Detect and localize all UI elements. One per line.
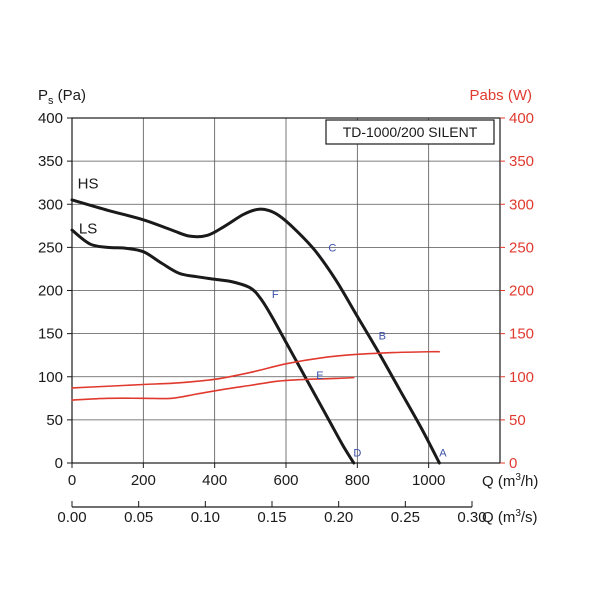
curve-labels: HS LS <box>78 176 99 238</box>
secondary-x-axis-title-rest: /s) <box>521 509 538 526</box>
right-axis-ticks: 0 50 100 150 200 250 300 350 400 <box>500 110 534 472</box>
power-curve-2 <box>71 350 441 389</box>
right-tick-label: 100 <box>509 369 534 386</box>
secondary-tick-label: 0.05 <box>124 509 153 526</box>
ls-pressure-curve <box>70 228 356 465</box>
right-tick-label: 50 <box>509 412 526 429</box>
left-tick-label: 250 <box>38 239 63 256</box>
primary-x-axis-title-main: Q (m <box>482 473 515 490</box>
left-tick-label: 0 <box>55 455 63 472</box>
secondary-tick-label: 0.00 <box>57 509 86 526</box>
right-tick-label: 200 <box>509 283 534 300</box>
performance-curves <box>70 198 441 465</box>
left-tick-label: 200 <box>38 283 63 300</box>
left-tick-label: 300 <box>38 196 63 213</box>
left-axis-title-main: P <box>38 87 48 104</box>
right-tick-label: 250 <box>509 239 534 256</box>
secondary-x-axis-title: Q (m3/s) <box>482 508 538 526</box>
right-axis-title: Pabs (W) <box>469 87 532 104</box>
curve-label-ls: LS <box>79 221 97 238</box>
secondary-tick-label: 0.25 <box>391 509 420 526</box>
bottom-tick-label: 400 <box>202 472 227 489</box>
point-labels: A B C D E F <box>272 242 447 459</box>
left-tick-label: 100 <box>38 369 63 386</box>
primary-x-axis-ticks: 0 200 400 600 800 1000 <box>68 463 445 489</box>
left-axis-title-subscript: s <box>48 95 54 107</box>
secondary-tick-label: 0.20 <box>324 509 353 526</box>
bottom-tick-label: 0 <box>68 472 76 489</box>
right-tick-label: 400 <box>509 110 534 127</box>
point-label-e: E <box>316 370 323 382</box>
secondary-tick-label: 0.15 <box>257 509 286 526</box>
right-tick-label: 0 <box>509 455 517 472</box>
primary-x-axis-title: Q (m3/h) <box>482 472 538 490</box>
point-label-a: A <box>439 448 447 460</box>
point-label-b: B <box>379 330 386 342</box>
right-tick-label: 150 <box>509 326 534 343</box>
left-axis-title-unit: (Pa) <box>54 87 87 104</box>
point-label-f: F <box>272 289 279 301</box>
secondary-x-axis-title-main: Q (m <box>482 509 515 526</box>
grid-lines <box>72 118 500 463</box>
left-axis-ticks: 0 50 100 150 200 250 300 350 400 <box>38 110 72 472</box>
bottom-tick-label: 600 <box>273 472 298 489</box>
secondary-x-axis-ticks: 0.00 0.05 0.10 0.15 0.20 0.25 0.30 <box>57 501 487 526</box>
secondary-tick-label: 0.30 <box>457 509 486 526</box>
title-box <box>325 119 495 145</box>
chart-title: TD-1000/200 SILENT <box>343 124 478 140</box>
left-axis-title: Ps (Pa) <box>38 87 86 107</box>
left-tick-label: 50 <box>46 412 63 429</box>
power-curve-3 <box>71 376 355 401</box>
left-tick-label: 350 <box>38 153 63 170</box>
right-tick-label: 300 <box>509 196 534 213</box>
secondary-x-axis-title-sup: 3 <box>515 508 521 519</box>
left-tick-label: 150 <box>38 326 63 343</box>
curve-label-hs: HS <box>78 176 99 193</box>
left-tick-label: 400 <box>38 110 63 127</box>
bottom-tick-label: 1000 <box>412 472 445 489</box>
point-label-d: D <box>353 448 361 460</box>
primary-x-axis-title-sup: 3 <box>515 472 521 483</box>
secondary-tick-label: 0.10 <box>191 509 220 526</box>
bottom-tick-label: 800 <box>345 472 370 489</box>
right-tick-label: 350 <box>509 153 534 170</box>
point-label-c: C <box>328 242 336 254</box>
primary-x-axis-title-rest: /h) <box>521 473 539 490</box>
bottom-tick-label: 200 <box>131 472 156 489</box>
